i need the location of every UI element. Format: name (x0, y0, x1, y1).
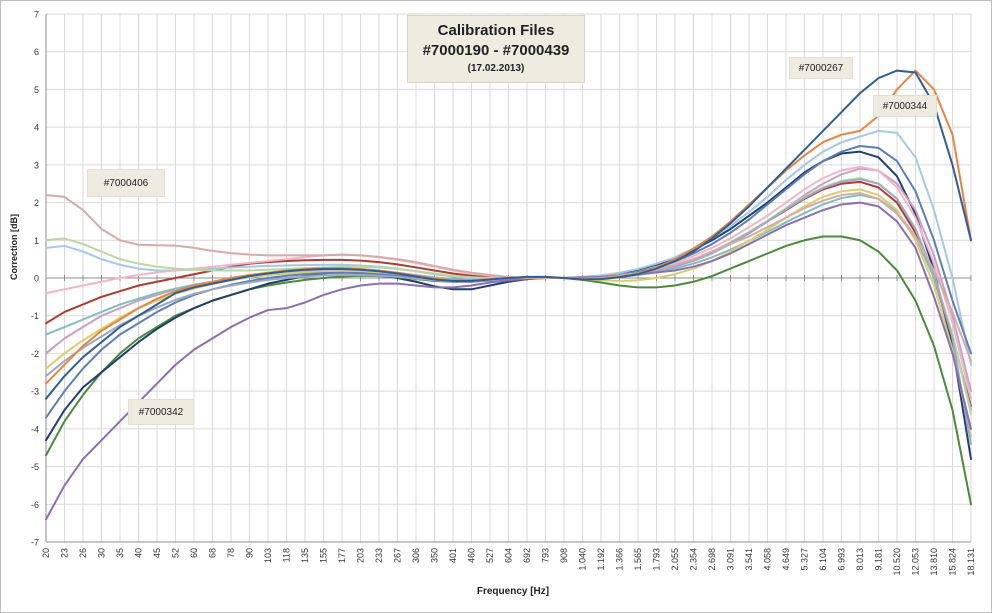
y-tick-label: -1 (31, 311, 39, 321)
x-tick-label: 6.104 (818, 548, 828, 571)
y-tick-label: 1 (34, 236, 39, 246)
chart-title-box: Calibration Files #7000190 - #7000439 (1… (407, 15, 585, 83)
x-tick-label: 26 (78, 548, 88, 558)
x-tick-label: 135 (300, 548, 310, 563)
annotation-7000342: #7000342 (128, 399, 194, 425)
x-tick-label: 60 (189, 548, 199, 558)
x-tick-label: 12.053 (911, 548, 921, 576)
x-tick-label: 350 (430, 548, 440, 563)
x-tick-label: 908 (559, 548, 569, 563)
x-tick-label: 604 (504, 548, 514, 563)
x-tick-label: 6.993 (837, 548, 847, 571)
x-tick-label: 4.058 (763, 548, 773, 571)
x-tick-label: 4.649 (781, 548, 791, 571)
x-tick-label: 527 (485, 548, 495, 563)
x-tick-label: 23 (60, 548, 70, 558)
x-axis-label: Frequency [Hz] (477, 586, 549, 597)
x-tick-label: 20 (41, 548, 51, 558)
y-tick-label: -7 (31, 538, 39, 548)
x-tick-label: 233 (374, 548, 384, 563)
x-tick-label: 1.565 (633, 548, 643, 571)
y-tick-labels: 7 6 5 4 3 2 1 0 -1 -2 -3 -4 -5 -6 -7 (31, 10, 39, 548)
x-tick-label: 2.055 (670, 548, 680, 571)
x-tick-label: 15.824 (948, 548, 958, 576)
annotation-7000267: #7000267 (789, 57, 853, 79)
x-tick-label: 1.366 (615, 548, 625, 571)
series-layer (45, 69, 972, 521)
x-tick-label: 692 (522, 548, 532, 563)
x-tick-label: 267 (393, 548, 403, 563)
x-tick-label: 1.192 (596, 548, 606, 571)
series-series-k (45, 178, 972, 445)
y-tick-label: 0 (34, 274, 39, 284)
y-tick-label: 3 (34, 160, 39, 170)
y-tick-label: -5 (31, 462, 39, 472)
x-tick-label: 3.091 (726, 548, 736, 571)
annotation-7000344: #7000344 (873, 95, 937, 117)
y-tick-label: 6 (34, 47, 39, 57)
x-tick-label: 18.131 (966, 548, 976, 576)
x-tick-label: 401 (448, 548, 458, 563)
x-tick-label: 40 (134, 548, 144, 558)
x-tick-label: 203 (356, 548, 366, 563)
y-tick-label: 2 (34, 198, 39, 208)
x-tick-label: 9.181 (874, 548, 884, 571)
x-tick-label: 460 (467, 548, 477, 563)
series-7000342 (45, 201, 972, 521)
chart-date: (17.02.2013) (467, 63, 525, 74)
x-tick-label: 78 (226, 548, 236, 558)
x-tick-label: 52 (171, 548, 181, 558)
x-tick-label: 10.520 (892, 548, 902, 576)
y-axis-label: Correction [dB] (9, 214, 19, 280)
x-tick-label: 35 (115, 548, 125, 558)
x-tick-label: 177 (337, 548, 347, 563)
x-tick-labels: 20 23 26 30 35 40 45 52 60 68 78 90 103 118 135 155 177 2… (41, 548, 976, 576)
series-7000406 (45, 192, 972, 362)
y-tick-label: -4 (31, 424, 39, 434)
x-tick-label: 90 (245, 548, 255, 558)
annotation-7000406: #7000406 (87, 169, 165, 197)
x-tick-label: 45 (152, 548, 162, 558)
x-tick-label: 8.013 (855, 548, 865, 571)
y-tick-label: 5 (34, 85, 39, 95)
chart-title: Calibration Files (437, 22, 555, 39)
x-tick-label: 1.040 (578, 548, 588, 571)
x-tick-label: 30 (97, 548, 107, 558)
x-tick-label: 2.354 (689, 548, 699, 571)
x-tick-label: 155 (319, 548, 329, 563)
x-tick-label: 118 (282, 548, 292, 562)
y-tick-label: 4 (34, 123, 39, 133)
horizontal-grid (45, 13, 971, 543)
chart-subtitle: #7000190 - #7000439 (422, 42, 570, 59)
x-tick-label: 5.327 (800, 548, 810, 571)
x-tick-label: 103 (263, 548, 273, 563)
x-tick-label: 3.541 (744, 548, 754, 571)
y-tick-label: 7 (34, 10, 39, 20)
x-tick-label: 13.810 (929, 548, 939, 576)
series-7000267 (45, 69, 972, 400)
x-tick-label: 2.698 (707, 548, 717, 571)
y-tick-label: -2 (31, 349, 39, 359)
x-tick-label: 306 (411, 548, 421, 563)
x-tick-label: 68 (208, 548, 218, 558)
x-tick-label: 793 (541, 548, 551, 563)
x-tick-label: 1.793 (652, 548, 662, 571)
y-tick-label: -3 (31, 387, 39, 397)
y-tick-label: -6 (31, 500, 39, 510)
